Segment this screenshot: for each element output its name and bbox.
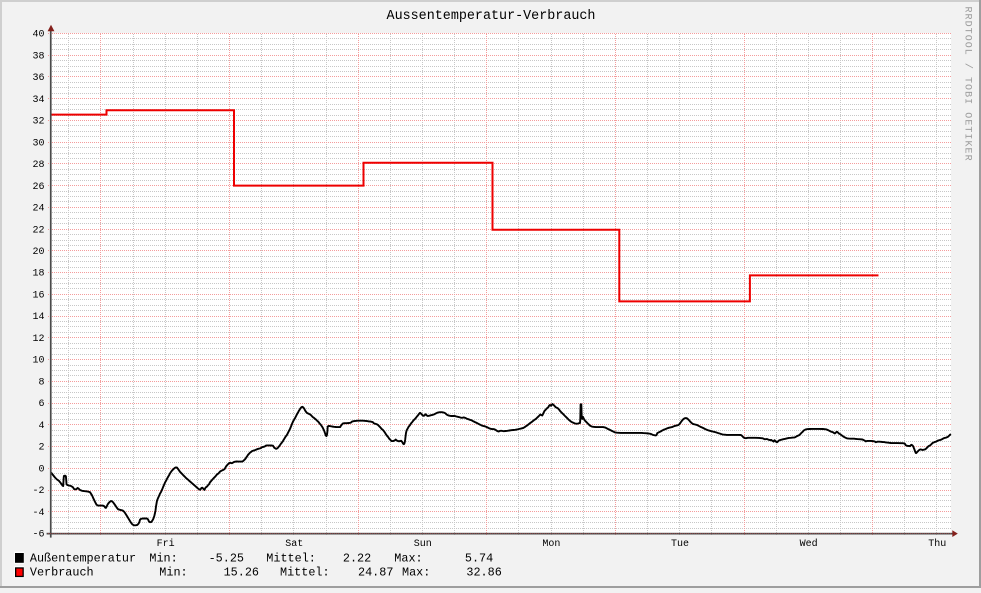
svg-text:2: 2 [38, 443, 44, 454]
svg-text:Außentemperatur: Außentemperatur [30, 552, 136, 566]
svg-text:-2: -2 [32, 486, 44, 497]
svg-text:24.87: 24.87 [358, 566, 393, 580]
svg-text:Max:: Max: [394, 552, 422, 566]
svg-text:Tue: Tue [671, 539, 689, 550]
svg-text:Max:: Max: [402, 566, 430, 580]
svg-text:34: 34 [32, 95, 44, 106]
svg-text:Aussentemperatur-Verbrauch: Aussentemperatur-Verbrauch [387, 9, 596, 24]
svg-text:40: 40 [32, 30, 44, 41]
svg-text:Wed: Wed [800, 538, 818, 550]
svg-text:Thu: Thu [928, 538, 946, 550]
svg-text:5.74: 5.74 [465, 552, 493, 566]
svg-text:-6: -6 [32, 530, 44, 541]
svg-text:-4: -4 [32, 508, 44, 519]
svg-text:4: 4 [38, 421, 44, 432]
svg-text:22: 22 [32, 225, 44, 236]
svg-text:12: 12 [32, 334, 44, 345]
svg-text:RRDTOOL / TOBI OETIKER: RRDTOOL / TOBI OETIKER [962, 7, 974, 162]
svg-text:Min:: Min: [149, 552, 177, 566]
svg-text:32: 32 [32, 117, 44, 128]
svg-text:Min:: Min: [159, 566, 187, 580]
svg-text:8: 8 [38, 377, 44, 388]
svg-text:10: 10 [32, 356, 44, 367]
svg-text:18: 18 [32, 269, 44, 280]
svg-text:Mon: Mon [542, 539, 560, 550]
svg-text:30: 30 [32, 138, 44, 149]
svg-text:Verbrauch: Verbrauch [30, 566, 94, 580]
svg-text:Fri: Fri [157, 538, 175, 550]
svg-text:24: 24 [32, 204, 44, 215]
svg-text:Mittel:: Mittel: [266, 552, 316, 566]
svg-text:-5.25: -5.25 [209, 552, 244, 566]
svg-text:16: 16 [32, 291, 44, 302]
svg-text:2.22: 2.22 [343, 552, 371, 566]
svg-text:32.86: 32.86 [466, 566, 501, 580]
svg-text:28: 28 [32, 160, 44, 171]
svg-text:15.26: 15.26 [224, 566, 259, 580]
svg-text:38: 38 [32, 51, 44, 62]
svg-text:20: 20 [32, 247, 44, 258]
svg-text:Sat: Sat [285, 539, 303, 550]
svg-text:6: 6 [38, 399, 44, 410]
svg-text:0: 0 [38, 464, 44, 475]
svg-text:Sun: Sun [414, 539, 432, 550]
svg-text:36: 36 [32, 73, 44, 84]
svg-text:26: 26 [32, 182, 44, 193]
svg-text:14: 14 [32, 312, 44, 323]
svg-text:Mittel:: Mittel: [280, 566, 330, 580]
